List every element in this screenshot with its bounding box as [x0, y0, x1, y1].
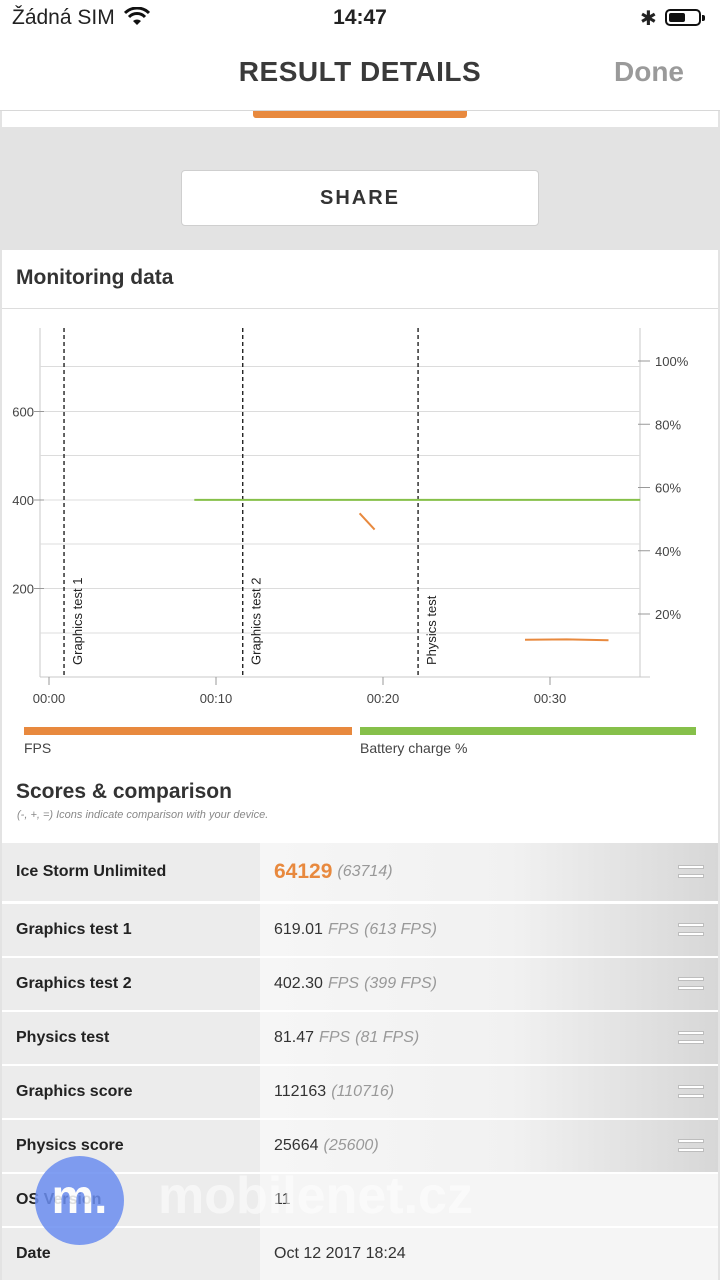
value-text: Oct 12 2017 18:24 [274, 1245, 406, 1262]
score-value: 25664 (25600) [260, 1120, 718, 1172]
score-label: Ice Storm Unlimited [2, 843, 260, 901]
score-row-graphics-score[interactable]: Graphics score 112163 (110716) [2, 1066, 718, 1118]
info-value: Oct 12 2017 18:24 [260, 1228, 718, 1280]
value-text: 112163 [274, 1083, 327, 1100]
y-right-tick-label: 100% [655, 354, 689, 369]
reference-score: (63714) [337, 863, 393, 880]
page-title: RESULT DETAILS [238, 56, 482, 87]
scores-title: Scores & comparison [16, 780, 232, 803]
score-label: Graphics test 1 [2, 904, 260, 956]
y-right-tick-label: 40% [655, 544, 681, 559]
value-text: 25664 [274, 1137, 319, 1154]
fps-series-line [524, 638, 609, 642]
value-text: 81.47 [274, 1029, 315, 1046]
unit-text: FPS [327, 975, 360, 992]
reference-score: (110716) [331, 1083, 395, 1100]
y-left-tick-label: 400 [12, 493, 34, 508]
score-button-edge[interactable] [253, 111, 467, 118]
reference-score: (399 FPS) [364, 975, 437, 992]
x-tick-label: 00:30 [534, 691, 567, 706]
equal-icon [678, 977, 704, 990]
fps-series-line [358, 512, 376, 531]
score-value: 402.30 FPS (399 FPS) [260, 958, 718, 1010]
score-row-graphics-test-2[interactable]: Graphics test 2 402.30 FPS (399 FPS) [2, 958, 718, 1010]
y-left-tick-label: 200 [12, 582, 34, 597]
y-right-tick-label: 80% [655, 417, 681, 432]
value-text: 402.30 [274, 975, 323, 992]
clock: 14:47 [333, 6, 387, 29]
share-button[interactable]: SHARE [181, 170, 539, 226]
previous-card-bottom [2, 111, 718, 127]
test-marker-label: Physics test [424, 595, 439, 665]
score-label: Physics test [2, 1012, 260, 1064]
info-label: Date [2, 1228, 260, 1280]
main-score: 64129 [274, 860, 333, 883]
score-label: Physics score [2, 1120, 260, 1172]
scores-note: (-, +, =) Icons indicate comparison with… [17, 809, 269, 821]
score-value: 81.47 FPS (81 FPS) [260, 1012, 718, 1064]
score-label: Graphics test 2 [2, 958, 260, 1010]
legend-battery-label: Battery charge % [360, 740, 468, 756]
watermark-logo: m. [35, 1156, 124, 1245]
x-tick-label: 00:00 [33, 691, 66, 706]
score-label: Graphics score [2, 1066, 260, 1118]
legend-battery-swatch [360, 727, 696, 735]
y-left-tick-label: 600 [12, 405, 34, 420]
monitoring-title: Monitoring data [16, 266, 174, 289]
score-row-graphics-test-1[interactable]: Graphics test 1 619.01 FPS (613 FPS) [2, 904, 718, 956]
x-tick-label: 00:10 [200, 691, 233, 706]
y-right-tick-label: 60% [655, 481, 681, 496]
info-value: 11 [260, 1174, 718, 1226]
battery-icon [665, 9, 705, 26]
value-text: 619.01 [274, 921, 323, 938]
score-row-physics-test[interactable]: Physics test 81.47 FPS (81 FPS) [2, 1012, 718, 1064]
navigation-bar: RESULT DETAILS Done [0, 36, 720, 111]
info-row-date: Date Oct 12 2017 18:24 [2, 1228, 718, 1280]
equal-icon [678, 865, 704, 878]
reference-score: (613 FPS) [364, 921, 437, 938]
status-bar: Žádná SIM 14:47 ✱ [0, 0, 720, 36]
carrier-label: Žádná SIM [12, 6, 115, 29]
equal-icon [678, 1085, 704, 1098]
wifi-icon [124, 7, 150, 25]
unit-text: FPS [327, 921, 360, 938]
done-button[interactable]: Done [614, 56, 684, 87]
x-tick-label: 00:20 [367, 691, 400, 706]
bluetooth-icon: ✱ [640, 8, 657, 30]
equal-icon [678, 1031, 704, 1044]
unit-text: FPS [319, 1029, 351, 1046]
divider [2, 308, 718, 309]
equal-icon [678, 1139, 704, 1152]
score-value: 112163 (110716) [260, 1066, 718, 1118]
reference-score: (25600) [323, 1137, 379, 1154]
legend-fps-swatch [24, 727, 352, 735]
score-value: 619.01 FPS (613 FPS) [260, 904, 718, 956]
score-value: 64129 (63714) [260, 843, 718, 901]
test-marker-label: Graphics test 1 [70, 578, 85, 665]
legend-fps-label: FPS [24, 740, 52, 756]
monitoring-chart: 600 400 200 20% 40% 60% 80% 100% 00:00 00:10 00:20… [12, 328, 689, 706]
reference-score: (81 FPS) [355, 1029, 420, 1046]
test-marker-label: Graphics test 2 [249, 578, 264, 665]
score-row-physics-score[interactable]: Physics score 25664 (25600) [2, 1120, 718, 1172]
equal-icon [678, 923, 704, 936]
score-row-ice-storm[interactable]: Ice Storm Unlimited 64129 (63714) [2, 843, 718, 901]
y-right-tick-label: 20% [655, 607, 681, 622]
value-text: 11 [274, 1191, 291, 1208]
watermark-text: mobilenet.cz [158, 1167, 473, 1225]
